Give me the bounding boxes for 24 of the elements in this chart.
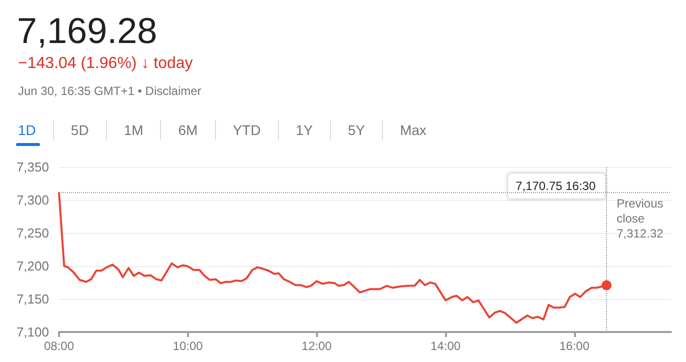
chart-subtitle: −143.04 (1.96%) ↓ today bbox=[18, 55, 193, 73]
x-tick-label: 16:00 bbox=[559, 339, 590, 353]
text: Jun 30, 16:35 GMT+1 • Disclaimer bbox=[18, 84, 202, 98]
y-tick-label: 7,300 bbox=[16, 192, 49, 208]
text: 1M bbox=[106, 120, 160, 140]
y-tick-label: 7,350 bbox=[16, 160, 49, 174]
text: 5Y bbox=[330, 120, 382, 140]
y-tick-label: 7,200 bbox=[16, 258, 49, 274]
text: 1D bbox=[18, 121, 37, 140]
text: 5D bbox=[52, 120, 106, 140]
x-tick-label: 12:00 bbox=[302, 339, 332, 353]
x-tick-label: 10:00 bbox=[172, 339, 204, 353]
y-tick-label: 7,250 bbox=[16, 226, 49, 240]
ref-line-label: Previous close 7,312.32 bbox=[616, 196, 664, 240]
y-tick-label: 7,150 bbox=[16, 292, 49, 306]
text: YTD bbox=[214, 120, 278, 140]
y-tick-label: 7,100 bbox=[16, 324, 49, 340]
x-tick-label: 14:00 bbox=[430, 339, 461, 353]
text: Max bbox=[382, 120, 444, 140]
x-tick-label: 08:00 bbox=[44, 339, 74, 353]
text: 6M bbox=[160, 120, 215, 140]
text: 1Y bbox=[278, 120, 330, 140]
annotation: 7,170.75 16:30 bbox=[516, 179, 596, 193]
chart-title: 7,169.28 bbox=[17, 10, 158, 52]
